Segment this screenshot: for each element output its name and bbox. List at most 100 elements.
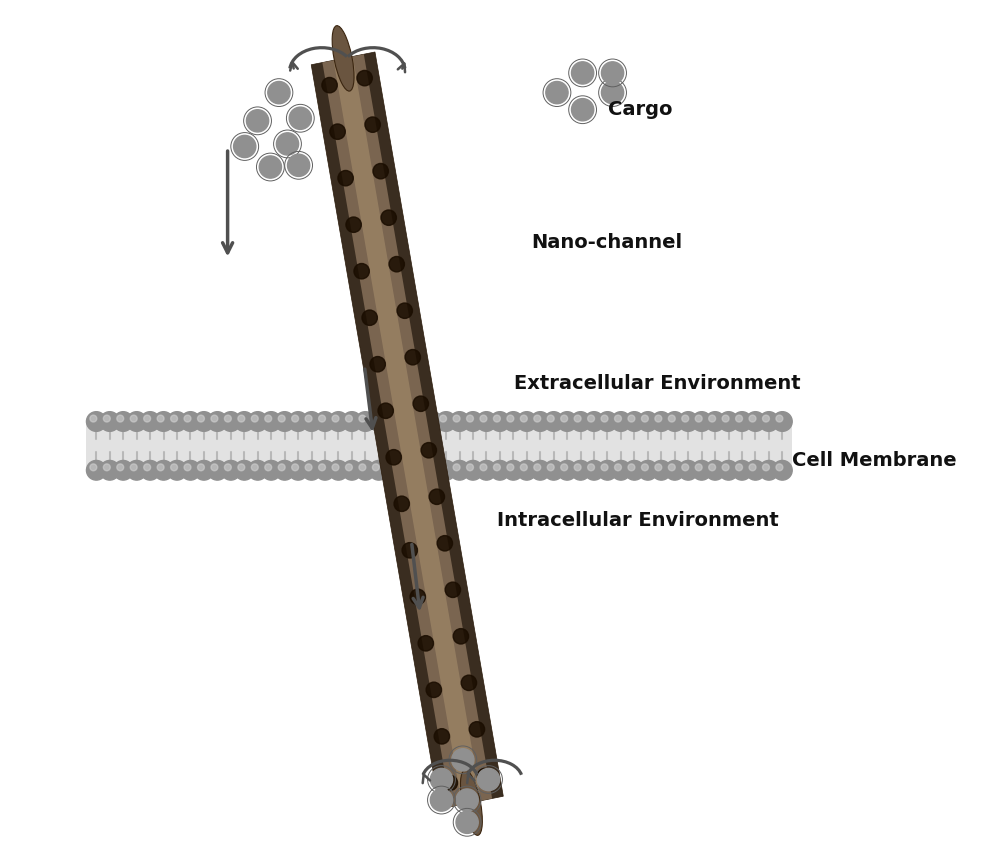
Circle shape — [389, 257, 404, 272]
Circle shape — [305, 415, 312, 422]
Circle shape — [436, 461, 456, 480]
Circle shape — [144, 415, 151, 422]
Circle shape — [386, 415, 393, 422]
Circle shape — [332, 415, 339, 422]
Circle shape — [100, 412, 120, 431]
Circle shape — [598, 412, 617, 431]
Circle shape — [601, 62, 624, 84]
Circle shape — [246, 109, 269, 132]
Circle shape — [372, 464, 379, 471]
Circle shape — [198, 464, 204, 471]
Circle shape — [140, 461, 160, 480]
Circle shape — [154, 461, 173, 480]
Circle shape — [453, 415, 460, 422]
Circle shape — [463, 412, 483, 431]
Circle shape — [571, 99, 594, 121]
Circle shape — [426, 415, 433, 422]
Circle shape — [302, 412, 321, 431]
Circle shape — [530, 461, 550, 480]
Circle shape — [430, 768, 453, 790]
Circle shape — [625, 412, 644, 431]
Circle shape — [221, 412, 241, 431]
Circle shape — [450, 412, 469, 431]
Circle shape — [588, 415, 595, 422]
Circle shape — [399, 415, 406, 422]
Circle shape — [517, 412, 537, 431]
Circle shape — [238, 464, 245, 471]
Circle shape — [130, 464, 137, 471]
Circle shape — [198, 415, 204, 422]
Circle shape — [665, 461, 685, 480]
Circle shape — [732, 461, 752, 480]
Circle shape — [113, 461, 133, 480]
Circle shape — [746, 412, 765, 431]
Circle shape — [561, 415, 568, 422]
Circle shape — [345, 415, 352, 422]
Circle shape — [397, 303, 412, 319]
Circle shape — [184, 415, 191, 422]
Circle shape — [261, 461, 281, 480]
Circle shape — [287, 154, 310, 177]
Circle shape — [625, 461, 644, 480]
Circle shape — [167, 461, 187, 480]
Circle shape — [429, 489, 445, 505]
Circle shape — [641, 415, 648, 422]
Circle shape — [480, 464, 487, 471]
Circle shape — [356, 412, 375, 431]
Circle shape — [259, 156, 282, 178]
Circle shape — [546, 82, 568, 103]
Circle shape — [571, 62, 594, 84]
Circle shape — [776, 464, 783, 471]
Circle shape — [440, 415, 447, 422]
Circle shape — [547, 464, 554, 471]
Circle shape — [467, 415, 473, 422]
Circle shape — [722, 415, 729, 422]
Circle shape — [773, 461, 792, 480]
Circle shape — [157, 415, 164, 422]
Circle shape — [719, 461, 738, 480]
Circle shape — [409, 461, 429, 480]
Circle shape — [117, 415, 124, 422]
Circle shape — [275, 412, 294, 431]
Circle shape — [90, 415, 97, 422]
Circle shape — [181, 412, 200, 431]
Circle shape — [224, 415, 231, 422]
Circle shape — [490, 461, 510, 480]
Circle shape — [372, 415, 379, 422]
Circle shape — [100, 461, 120, 480]
Circle shape — [452, 749, 474, 771]
Polygon shape — [334, 57, 481, 804]
Circle shape — [695, 415, 702, 422]
Circle shape — [184, 464, 191, 471]
Circle shape — [480, 415, 487, 422]
Circle shape — [544, 461, 564, 480]
Circle shape — [396, 412, 416, 431]
Circle shape — [638, 461, 658, 480]
Circle shape — [437, 536, 453, 551]
Circle shape — [302, 461, 321, 480]
Circle shape — [507, 415, 514, 422]
Circle shape — [251, 415, 258, 422]
Circle shape — [315, 461, 335, 480]
Circle shape — [692, 461, 711, 480]
Circle shape — [402, 542, 417, 558]
Circle shape — [154, 412, 173, 431]
Circle shape — [561, 464, 568, 471]
Circle shape — [370, 356, 385, 372]
Circle shape — [534, 464, 541, 471]
Circle shape — [194, 412, 214, 431]
Circle shape — [421, 443, 436, 458]
Circle shape — [759, 412, 779, 431]
Circle shape — [445, 582, 461, 598]
Circle shape — [409, 412, 429, 431]
Circle shape — [113, 412, 133, 431]
Circle shape — [557, 412, 577, 431]
Polygon shape — [311, 52, 503, 809]
Circle shape — [773, 412, 792, 431]
Circle shape — [319, 464, 325, 471]
Circle shape — [668, 464, 675, 471]
Circle shape — [467, 464, 473, 471]
Circle shape — [224, 464, 231, 471]
Circle shape — [289, 107, 311, 129]
Circle shape — [338, 170, 353, 186]
